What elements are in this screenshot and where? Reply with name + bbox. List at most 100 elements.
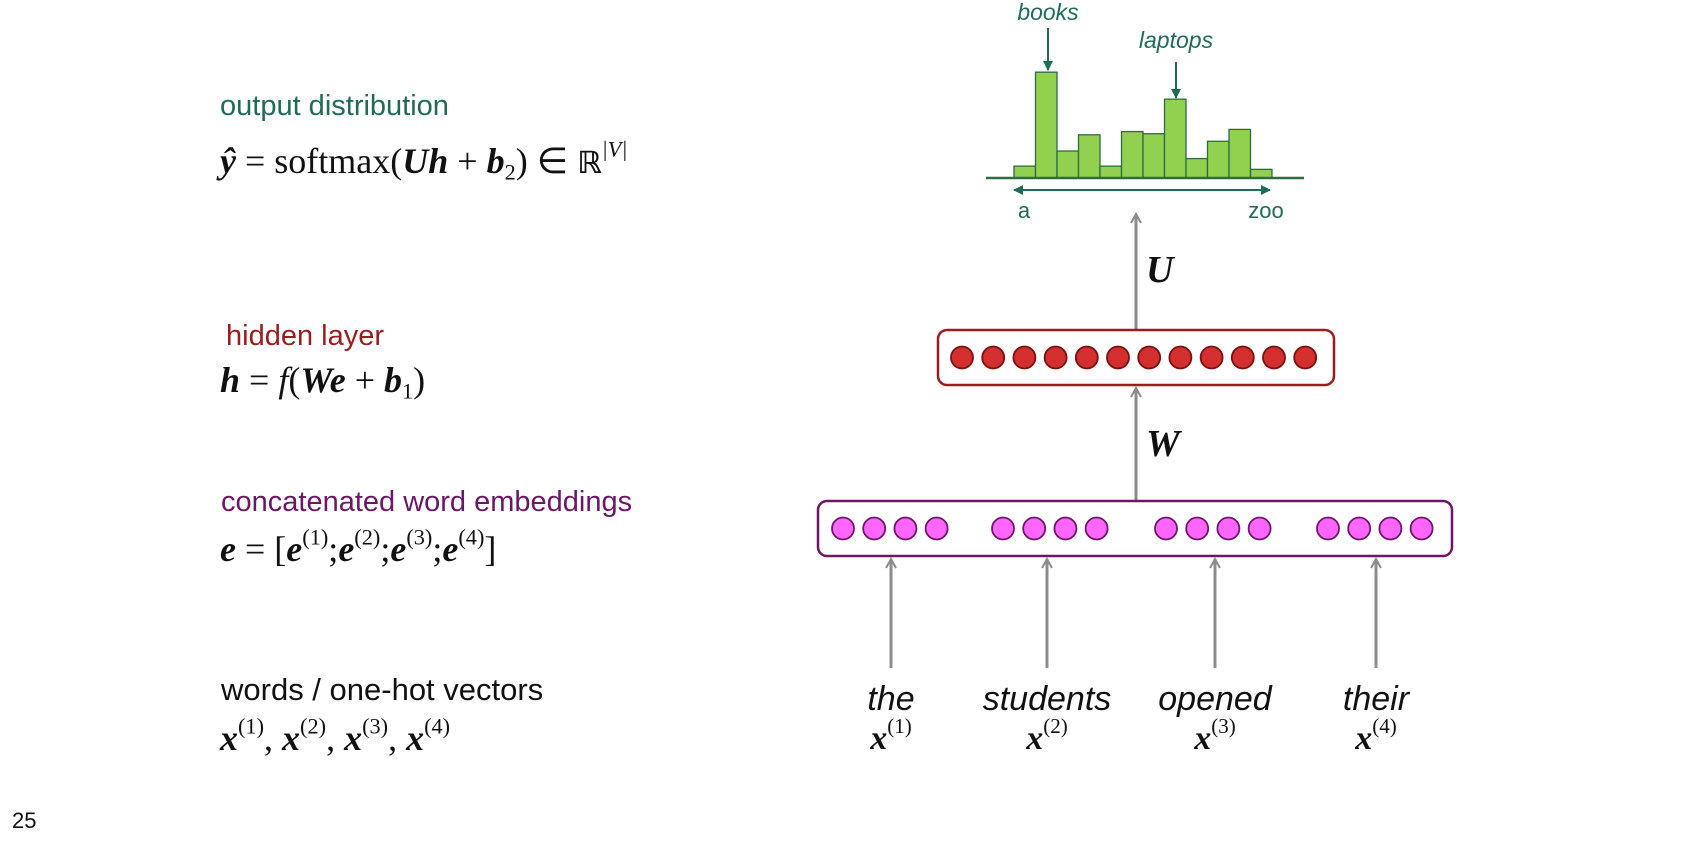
hidden-neurons bbox=[950, 345, 1318, 370]
output-histogram bbox=[1013, 71, 1273, 179]
hidden-equation: h = f(We + b1) bbox=[220, 360, 426, 402]
histogram-bar bbox=[1206, 140, 1230, 179]
embedding-neuron bbox=[1022, 516, 1047, 541]
b-subscript: 2 bbox=[504, 159, 516, 185]
element-of: ) ∈ bbox=[515, 141, 578, 181]
x1-superscript: (1) bbox=[238, 713, 265, 739]
separator: ; bbox=[432, 529, 443, 569]
x1-symbol: x bbox=[220, 718, 238, 758]
separator: ; bbox=[328, 529, 339, 569]
plus-sign: + bbox=[345, 360, 384, 400]
x-symbol: x bbox=[1194, 720, 1212, 757]
histogram-bar bbox=[1056, 150, 1080, 179]
axis-end-label: zoo bbox=[1248, 198, 1283, 223]
histogram-bar bbox=[1034, 71, 1058, 179]
page-number: 25 bbox=[12, 808, 37, 833]
comma: , bbox=[326, 718, 345, 758]
hidden-neuron bbox=[981, 345, 1006, 370]
e-symbol: e bbox=[220, 529, 236, 569]
hidden-neuron bbox=[1074, 345, 1099, 370]
b-symbol: b bbox=[384, 360, 402, 400]
hidden-layer-box bbox=[936, 328, 1336, 387]
separator: ; bbox=[380, 529, 391, 569]
hidden-neuron bbox=[1293, 345, 1318, 370]
embedding-neuron bbox=[1247, 516, 1272, 541]
histogram-bar bbox=[1142, 133, 1166, 179]
hidden-neuron bbox=[1106, 345, 1130, 370]
histogram-bar bbox=[1120, 130, 1144, 179]
x-superscript: (4) bbox=[1372, 714, 1397, 739]
hidden-neuron bbox=[1230, 345, 1255, 370]
embedding-layer-box bbox=[816, 499, 1454, 558]
U-symbol: U bbox=[402, 141, 429, 181]
e1-superscript: (1) bbox=[302, 524, 329, 550]
embedding-neuron bbox=[862, 516, 887, 541]
embedding-neuron bbox=[1053, 516, 1078, 541]
output-equation: ŷ = softmax(Uh + b2) ∈ ℝ|V| bbox=[220, 138, 628, 184]
x-symbol: x bbox=[1355, 720, 1373, 757]
laptops-annotation: laptops bbox=[1139, 27, 1214, 53]
x-superscript: (3) bbox=[1211, 714, 1236, 739]
input-vector-x3: x(3) bbox=[1130, 716, 1300, 757]
x4-superscript: (4) bbox=[424, 713, 451, 739]
W-weight-label: W bbox=[1146, 423, 1183, 465]
reals-symbol: ℝ bbox=[577, 146, 602, 181]
embedding-neuron bbox=[893, 516, 918, 541]
embedding-neuron bbox=[1378, 516, 1403, 541]
input-word-their: their bbox=[1342, 680, 1410, 718]
histogram-bar bbox=[1013, 165, 1037, 179]
embeddings-label: concatenated word embeddings bbox=[221, 486, 633, 518]
e3-symbol: e bbox=[390, 529, 407, 569]
embedding-neuron bbox=[1185, 516, 1210, 541]
embedding-neuron bbox=[1347, 516, 1372, 541]
open-paren: ( bbox=[288, 360, 301, 400]
embedding-neurons bbox=[831, 516, 1434, 541]
histogram-bar bbox=[1099, 165, 1123, 179]
histogram-bar bbox=[1185, 157, 1209, 179]
embedding-neuron bbox=[1216, 516, 1241, 541]
input-vector-x4: x(4) bbox=[1291, 716, 1461, 757]
input-word-opened: opened bbox=[1158, 680, 1272, 718]
x2-symbol: x bbox=[282, 718, 301, 758]
histogram-bar bbox=[1077, 134, 1101, 179]
hidden-neuron bbox=[1199, 345, 1224, 370]
close-bracket: ] bbox=[484, 529, 497, 569]
b-subscript: 1 bbox=[402, 378, 414, 404]
embedding-neuron bbox=[1154, 516, 1178, 541]
x-symbol: x bbox=[1026, 720, 1044, 757]
comma: , bbox=[264, 718, 283, 758]
histogram-bar bbox=[1163, 98, 1187, 179]
softmax-text: = softmax( bbox=[235, 141, 403, 181]
input-vector-x2: x(2) bbox=[962, 716, 1132, 757]
x3-superscript: (3) bbox=[362, 713, 389, 739]
e4-symbol: e bbox=[442, 529, 459, 569]
equals-bracket: = [ bbox=[235, 529, 287, 569]
input-word-students: students bbox=[982, 680, 1112, 718]
e2-superscript: (2) bbox=[354, 524, 381, 550]
histogram-bar bbox=[1228, 128, 1252, 179]
words-equation: x(1), x(2), x(3), x(4) bbox=[220, 715, 450, 758]
embedding-neuron bbox=[1084, 516, 1109, 541]
x-superscript: (1) bbox=[887, 714, 912, 739]
h-symbol: h bbox=[220, 360, 241, 400]
b-symbol: b bbox=[486, 141, 505, 181]
x-superscript: (2) bbox=[1043, 714, 1068, 739]
yhat-symbol: ŷ bbox=[220, 141, 236, 181]
embedding-neuron bbox=[991, 516, 1015, 541]
e1-symbol: e bbox=[286, 529, 303, 569]
hidden-neuron bbox=[1043, 345, 1068, 370]
equals-sign: = bbox=[240, 360, 279, 400]
close-paren: ) bbox=[413, 360, 426, 400]
hidden-neuron bbox=[1137, 345, 1162, 370]
x-symbol: x bbox=[870, 720, 888, 757]
embedding-equation: e = [e(1);e(2);e(3);e(4)] bbox=[220, 526, 497, 569]
hidden-neuron bbox=[1262, 345, 1286, 370]
f-symbol: f bbox=[278, 360, 289, 400]
comma: , bbox=[388, 718, 407, 758]
hidden-neuron bbox=[1012, 345, 1037, 370]
embedding-neuron bbox=[924, 516, 949, 541]
reals-superscript: |V| bbox=[601, 136, 628, 162]
hidden-neuron bbox=[1168, 345, 1193, 370]
words-label: words / one-hot vectors bbox=[221, 672, 544, 707]
e2-symbol: e bbox=[338, 529, 355, 569]
